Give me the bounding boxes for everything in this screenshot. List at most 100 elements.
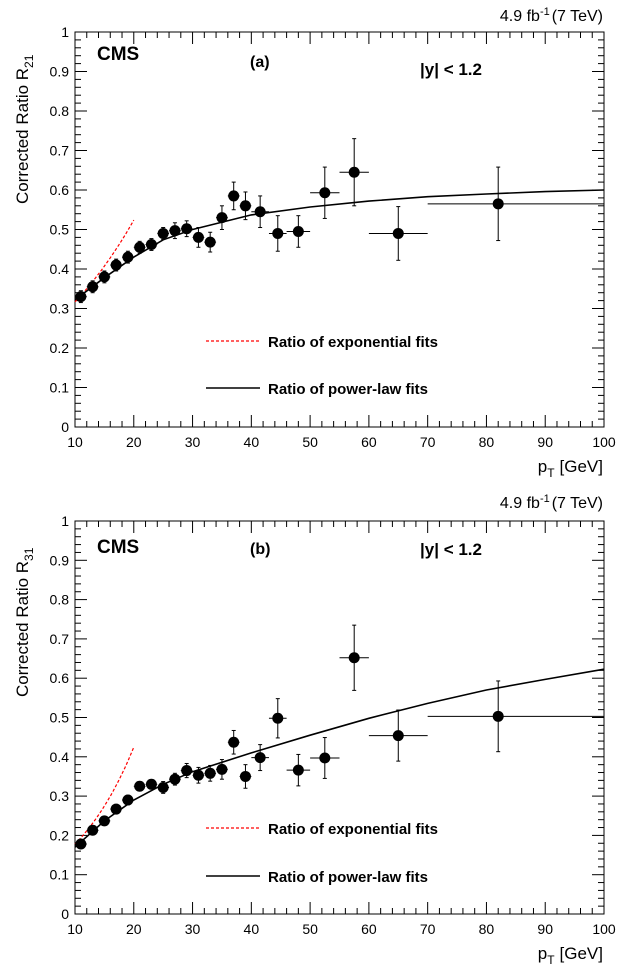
data-point: [292, 764, 304, 776]
data-point: [87, 824, 99, 836]
data-point: [181, 223, 193, 235]
plot-frame: [74, 520, 605, 915]
legend-power-label: Ratio of power-law fits: [268, 381, 428, 398]
axis-ticks: [74, 520, 605, 915]
y-tick-label: 0.4: [50, 749, 70, 765]
x-tick-label: 10: [67, 434, 83, 450]
tick-labels: 10 20 30 40 50 60 70 80 90 100 0 0.1 0.2 0.3 0.4 0.5 0.6…: [50, 513, 616, 937]
legend-exp-label: Ratio of exponential fits: [268, 821, 438, 838]
rapidity-label: |y| < 1.2: [420, 540, 482, 559]
y-axis-title: Corrected Ratio R21: [13, 54, 36, 204]
data-point: [157, 781, 169, 793]
x-tick-label: 80: [479, 434, 495, 450]
y-tick-label: 0: [61, 906, 69, 922]
data-point: [204, 767, 216, 779]
data-point: [319, 752, 331, 764]
legend: Ratio of exponential fits Ratio of power…: [206, 334, 438, 398]
data-point: [145, 239, 157, 251]
y-tick-label: 0.1: [50, 867, 70, 883]
x-tick-label: 90: [537, 434, 553, 450]
data-point: [216, 212, 228, 224]
x-tick-label: 30: [185, 921, 201, 937]
axis-ticks: [74, 31, 605, 428]
panel-label: (b): [250, 541, 270, 558]
data-point: [492, 710, 504, 722]
data-point: [169, 225, 181, 237]
x-axis-title: pT [GeV]: [538, 457, 603, 480]
legend-exp-label: Ratio of exponential fits: [268, 334, 438, 351]
data-point: [110, 259, 122, 271]
luminosity-label: 4.9 fb-1 (7 TeV): [500, 493, 603, 512]
legend: Ratio of exponential fits Ratio of power…: [206, 821, 438, 886]
data-point: [348, 166, 360, 178]
data-point: [192, 769, 204, 781]
data-point: [348, 652, 360, 664]
x-tick-label: 60: [361, 921, 377, 937]
data-point: [272, 227, 284, 239]
x-tick-label: 60: [361, 434, 377, 450]
x-tick-label: 80: [479, 921, 495, 937]
data-point: [145, 778, 157, 790]
data-point: [122, 794, 134, 806]
y-tick-label: 0.5: [50, 710, 70, 726]
x-tick-label: 70: [420, 434, 436, 450]
data-point: [204, 236, 216, 248]
luminosity-label: 4.9 fb-1 (7 TeV): [500, 6, 603, 25]
x-tick-label: 90: [537, 921, 553, 937]
y-tick-label: 0.2: [50, 340, 70, 356]
data-point: [254, 206, 266, 218]
data-point: [392, 730, 404, 742]
y-axis-title: Corrected Ratio R31: [13, 547, 36, 697]
data-point: [87, 281, 99, 293]
data-point: [110, 803, 122, 815]
data-point: [122, 251, 134, 263]
y-tick-label: 0.1: [50, 380, 70, 396]
data-point: [319, 187, 331, 199]
x-tick-label: 100: [592, 921, 616, 937]
x-tick-label: 70: [420, 921, 436, 937]
data-point: [292, 225, 304, 237]
x-tick-label: 30: [185, 434, 201, 450]
x-tick-label: 20: [126, 921, 142, 937]
data-point: [254, 752, 266, 764]
data-point: [228, 190, 240, 202]
data-point: [75, 838, 87, 850]
y-tick-label: 0: [61, 419, 69, 435]
data-point: [75, 291, 87, 303]
data-point: [216, 763, 228, 775]
y-tick-label: 1: [61, 24, 69, 40]
x-tick-label: 40: [244, 921, 260, 937]
y-tick-label: 0.5: [50, 222, 70, 238]
x-tick-label: 50: [302, 921, 318, 937]
y-tick-label: 0.9: [50, 64, 70, 80]
data-point: [181, 765, 193, 777]
data-point: [134, 241, 146, 253]
data-point: [492, 198, 504, 210]
y-tick-label: 0.7: [50, 143, 70, 159]
x-tick-label: 10: [67, 921, 83, 937]
exponential-fit-line: [74, 219, 135, 303]
x-tick-label: 20: [126, 434, 142, 450]
data-point: [157, 227, 169, 239]
data-points: [75, 138, 604, 304]
x-tick-label: 50: [302, 434, 318, 450]
y-tick-label: 0.7: [50, 631, 70, 647]
data-point: [239, 770, 251, 782]
legend-power-label: Ratio of power-law fits: [268, 869, 428, 886]
y-tick-label: 0.3: [50, 301, 70, 317]
y-tick-label: 0.8: [50, 592, 70, 608]
data-point: [392, 227, 404, 239]
data-point: [169, 773, 181, 785]
panel-a: 10 20 30 40 50 60 70 80 90 100 0 0.1 0.2 0.3 0.4 0.5 0.6…: [13, 6, 616, 480]
y-tick-label: 0.6: [50, 182, 70, 198]
data-point: [239, 200, 251, 212]
cms-label: CMS: [97, 537, 139, 558]
data-point: [98, 815, 110, 827]
x-tick-label: 40: [244, 434, 260, 450]
y-tick-label: 0.4: [50, 261, 70, 277]
data-points: [75, 624, 604, 850]
cms-label: CMS: [97, 44, 139, 65]
tick-labels: 10 20 30 40 50 60 70 80 90 100 0 0.1 0.2 0.3 0.4 0.5 0.6…: [50, 24, 616, 450]
data-point: [272, 712, 284, 724]
